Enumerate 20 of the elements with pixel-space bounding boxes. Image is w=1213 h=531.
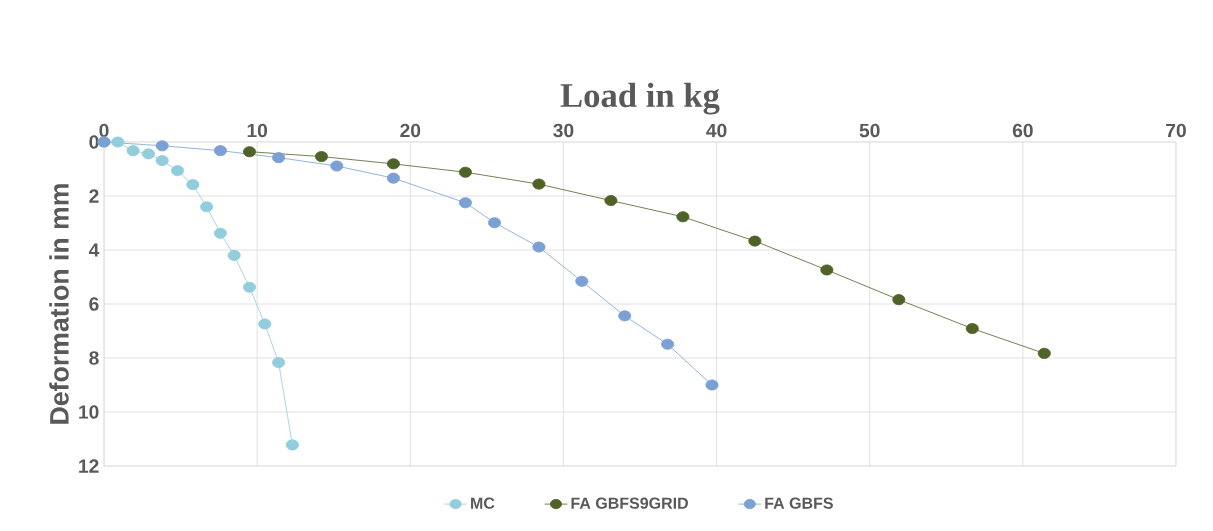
- x-tick-label: 50: [859, 123, 880, 138]
- x-axis-title: Load in kg: [560, 82, 720, 115]
- x-tick-label: 60: [1012, 123, 1033, 138]
- legend-label: MC: [471, 497, 495, 509]
- y-tick-label: 6: [89, 297, 99, 311]
- legend-label: FA GBFS9GRID: [571, 497, 688, 509]
- x-tick-label: 70: [1166, 123, 1186, 138]
- x-tick-label: 10: [247, 123, 268, 138]
- y-tick-label: 10: [79, 405, 99, 419]
- y-tick-label: 4: [88, 243, 100, 257]
- x-tick-label: 30: [553, 123, 574, 138]
- y-axis-title: Deformation in mm: [49, 184, 69, 424]
- legend-label: FA GBFS: [765, 497, 833, 509]
- y-tick-label: 2: [89, 189, 99, 203]
- y-tick-label: 0: [89, 135, 99, 149]
- y-tick-label: 12: [79, 459, 99, 473]
- x-tick-label: 40: [706, 123, 727, 138]
- y-tick-label: 8: [89, 351, 99, 365]
- x-tick-label: 20: [400, 123, 421, 138]
- x-tick-label: 0: [99, 123, 109, 138]
